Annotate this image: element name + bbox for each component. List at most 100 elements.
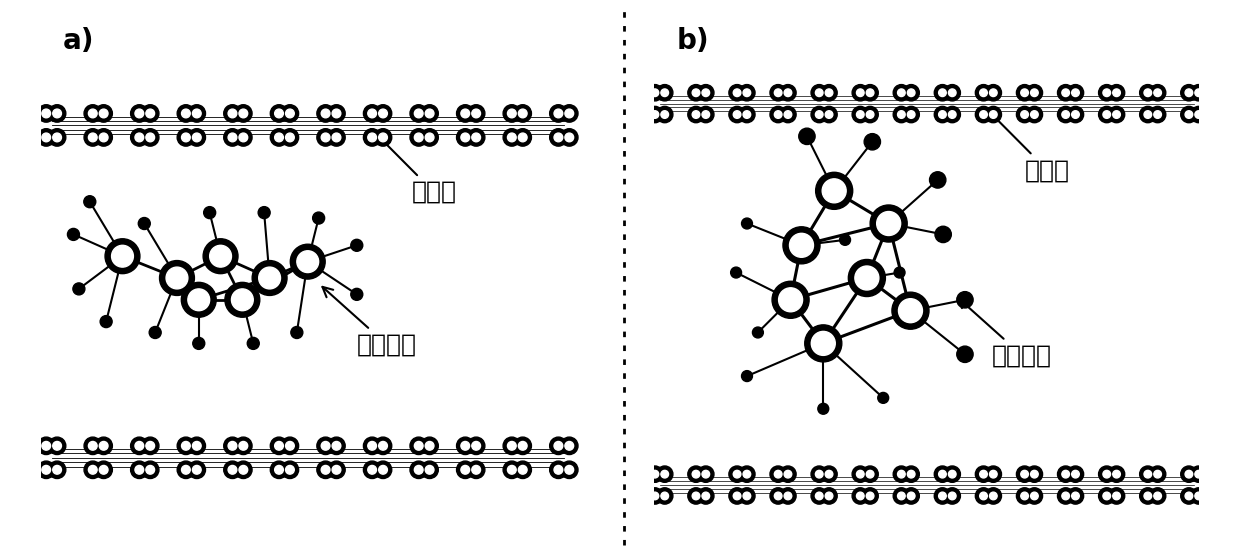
Circle shape: [898, 111, 905, 118]
Circle shape: [733, 492, 740, 500]
Circle shape: [739, 106, 755, 123]
Circle shape: [1102, 111, 1111, 118]
Circle shape: [99, 133, 108, 142]
Circle shape: [1068, 106, 1084, 123]
Circle shape: [1061, 111, 1069, 118]
Circle shape: [774, 89, 782, 97]
Circle shape: [223, 437, 241, 455]
Circle shape: [939, 492, 946, 500]
Circle shape: [743, 89, 750, 97]
Circle shape: [821, 106, 837, 123]
Circle shape: [515, 461, 532, 479]
Circle shape: [374, 461, 392, 479]
Circle shape: [332, 465, 341, 474]
Circle shape: [949, 111, 956, 118]
Circle shape: [84, 461, 102, 479]
Circle shape: [410, 128, 428, 146]
Circle shape: [270, 461, 288, 479]
Circle shape: [949, 470, 956, 478]
Circle shape: [234, 128, 252, 146]
Circle shape: [770, 106, 786, 123]
Circle shape: [515, 105, 532, 122]
Circle shape: [549, 437, 567, 455]
Circle shape: [1149, 466, 1166, 483]
Circle shape: [327, 105, 345, 122]
Circle shape: [949, 89, 956, 97]
Circle shape: [1190, 488, 1207, 504]
Circle shape: [867, 470, 874, 478]
Circle shape: [780, 85, 796, 101]
Circle shape: [410, 105, 428, 122]
Circle shape: [935, 226, 951, 242]
Circle shape: [290, 244, 325, 279]
Circle shape: [811, 106, 827, 123]
Circle shape: [1190, 85, 1207, 101]
Circle shape: [656, 106, 673, 123]
Circle shape: [976, 488, 992, 504]
Circle shape: [503, 437, 521, 455]
Circle shape: [363, 461, 381, 479]
Circle shape: [867, 492, 874, 500]
Circle shape: [743, 111, 750, 118]
Circle shape: [471, 109, 481, 118]
Circle shape: [48, 128, 66, 146]
Circle shape: [461, 133, 470, 142]
Circle shape: [742, 371, 753, 381]
Circle shape: [1180, 85, 1197, 101]
Circle shape: [351, 239, 363, 251]
Circle shape: [177, 461, 195, 479]
Circle shape: [414, 109, 423, 118]
Circle shape: [456, 461, 474, 479]
Circle shape: [549, 461, 567, 479]
Circle shape: [729, 106, 745, 123]
Circle shape: [554, 465, 563, 474]
Circle shape: [312, 212, 325, 224]
Circle shape: [944, 85, 961, 101]
Circle shape: [112, 245, 134, 267]
Circle shape: [825, 470, 833, 478]
Circle shape: [37, 437, 55, 455]
Circle shape: [1030, 470, 1038, 478]
Circle shape: [1061, 89, 1069, 97]
Circle shape: [471, 465, 481, 474]
Circle shape: [647, 488, 663, 504]
Circle shape: [84, 128, 102, 146]
Circle shape: [1017, 488, 1033, 504]
Circle shape: [327, 461, 345, 479]
Circle shape: [130, 437, 148, 455]
Circle shape: [1185, 89, 1193, 97]
Circle shape: [560, 437, 578, 455]
Circle shape: [976, 466, 992, 483]
Circle shape: [1099, 106, 1115, 123]
Circle shape: [188, 437, 206, 455]
Circle shape: [321, 133, 330, 142]
Circle shape: [258, 207, 270, 219]
Circle shape: [816, 172, 853, 210]
Circle shape: [980, 470, 987, 478]
Circle shape: [1190, 466, 1207, 483]
Circle shape: [692, 89, 699, 97]
Circle shape: [893, 106, 909, 123]
Circle shape: [420, 461, 438, 479]
Circle shape: [957, 291, 973, 308]
Circle shape: [1021, 111, 1028, 118]
Circle shape: [1153, 492, 1162, 500]
Circle shape: [285, 133, 294, 142]
Circle shape: [42, 465, 51, 474]
Circle shape: [852, 106, 868, 123]
Circle shape: [95, 461, 113, 479]
Circle shape: [177, 128, 195, 146]
Circle shape: [656, 466, 673, 483]
Circle shape: [698, 106, 714, 123]
Circle shape: [149, 326, 161, 339]
Circle shape: [37, 461, 55, 479]
Circle shape: [733, 111, 740, 118]
Circle shape: [729, 466, 745, 483]
Circle shape: [420, 105, 438, 122]
Circle shape: [698, 488, 714, 504]
Circle shape: [73, 283, 84, 295]
Circle shape: [692, 492, 699, 500]
Circle shape: [223, 128, 241, 146]
Text: 七酆酸根: 七酆酸根: [957, 298, 1053, 368]
Circle shape: [1030, 492, 1038, 500]
